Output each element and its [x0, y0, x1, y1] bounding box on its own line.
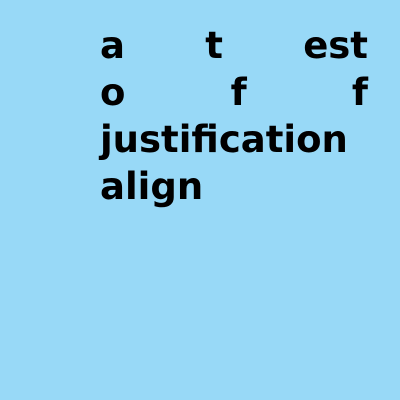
text-line-3: justification: [100, 116, 368, 163]
text-line-1: a t est: [100, 22, 368, 69]
text-line-4: align: [100, 163, 368, 210]
word-f-2: f: [351, 71, 368, 114]
word-est: est: [303, 24, 368, 67]
word-justification: justification: [100, 118, 348, 161]
text-line-2: o f f: [100, 69, 368, 116]
word-f-1: f: [230, 71, 247, 114]
word-align: align: [100, 165, 204, 208]
word-o: o: [100, 71, 126, 114]
word-a: a: [100, 24, 125, 67]
word-t: t: [205, 24, 223, 67]
justified-text-block: a t est o f f justification align: [100, 22, 368, 210]
